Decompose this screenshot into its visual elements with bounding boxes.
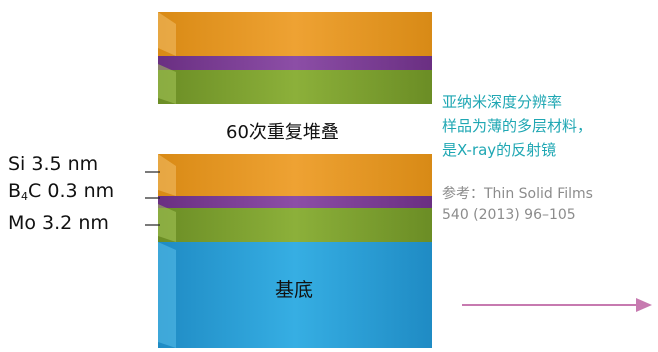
mo-layer-label: Mo 3.2 nm bbox=[8, 212, 109, 234]
top-si-layer bbox=[158, 12, 432, 56]
arrow-head bbox=[636, 298, 652, 312]
top-si-side bbox=[158, 12, 176, 56]
bottom-mo-side bbox=[158, 204, 176, 242]
note-line-2: 样品为薄的多层材料， bbox=[442, 117, 593, 135]
top-b4c-layer bbox=[158, 56, 432, 70]
note-line-3: 是X-ray的反射镜 bbox=[442, 141, 557, 159]
reference-line-2: 540 (2013) 96–105 bbox=[442, 207, 576, 223]
top-mo-side bbox=[158, 64, 176, 104]
stack-caption: 60次重复堆叠 bbox=[226, 122, 339, 143]
bottom-si-side bbox=[158, 154, 176, 196]
si-layer-label: Si 3.5 nm bbox=[8, 153, 99, 175]
substrate-side bbox=[158, 242, 176, 348]
bottom-stack bbox=[158, 154, 432, 348]
bottom-si-layer bbox=[158, 154, 432, 196]
top-mo-layer bbox=[158, 70, 432, 104]
bottom-b4c-layer bbox=[158, 196, 432, 208]
substrate-label: 基底 bbox=[275, 279, 314, 301]
bottom-mo-layer bbox=[158, 208, 432, 242]
top-stack bbox=[158, 12, 432, 104]
reference-line-1: 参考：Thin Solid Films bbox=[442, 186, 593, 202]
note-line-1: 亚纳米深度分辨率 bbox=[442, 93, 563, 111]
substrate-block bbox=[158, 242, 432, 348]
b4c-layer-label: B4C 0.3 nm bbox=[8, 180, 115, 203]
